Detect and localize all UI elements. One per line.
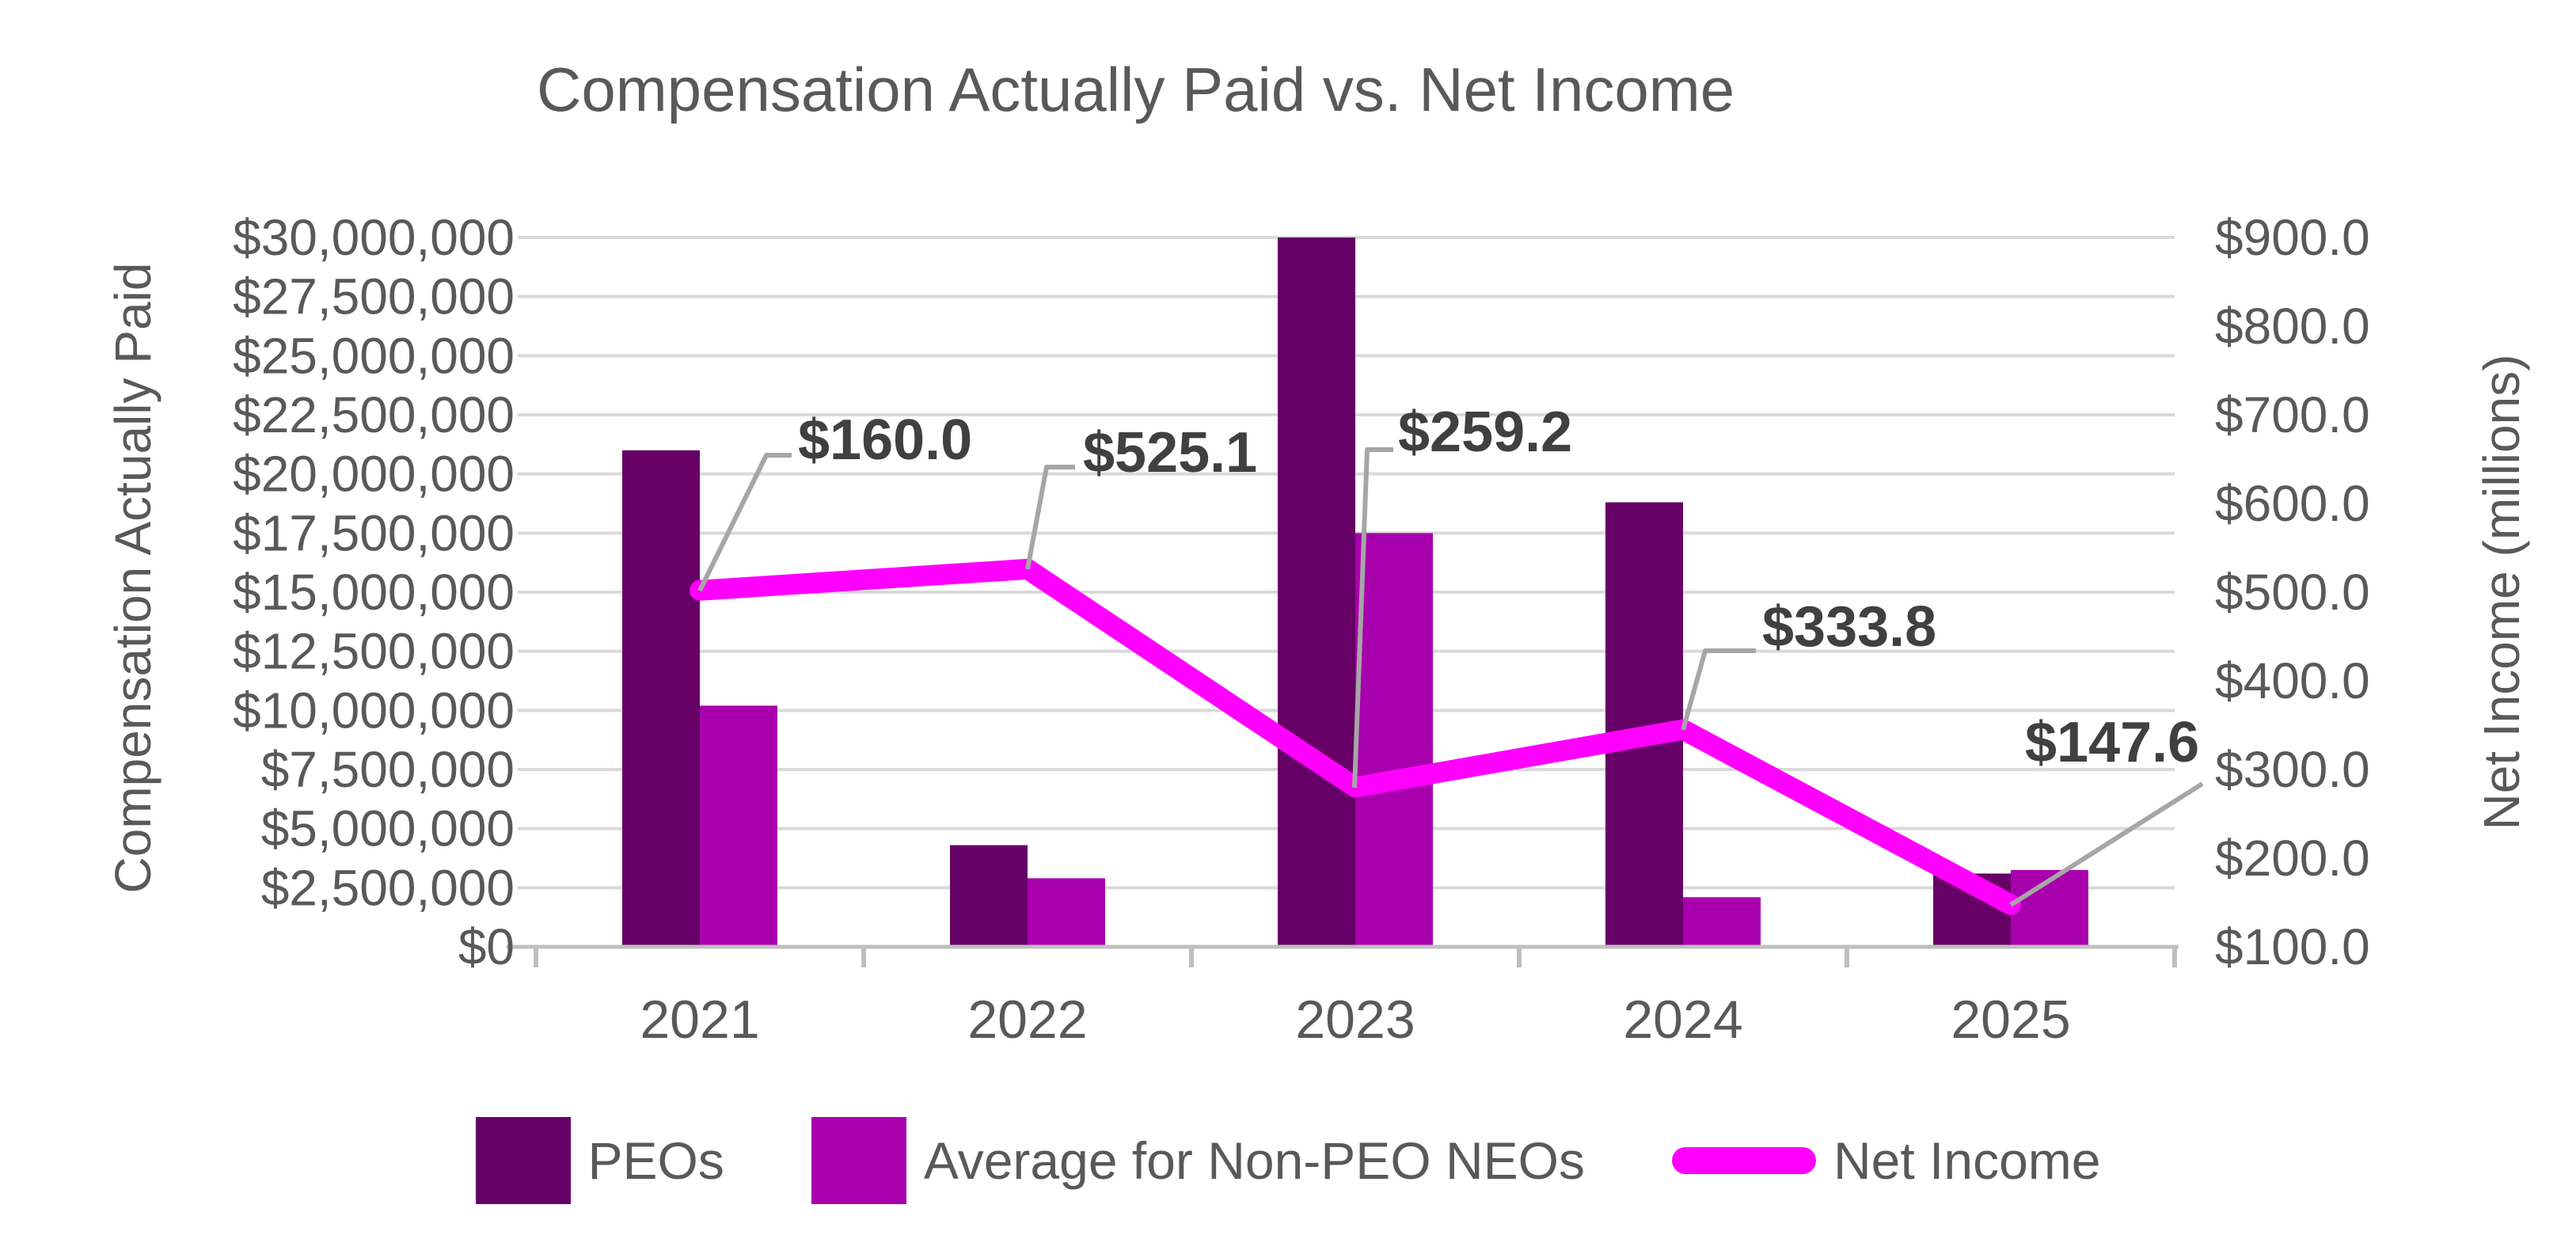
chart-title: Compensation Actually Paid vs. Net Incom… <box>537 55 1735 124</box>
bar-nonpeo-2024 <box>1683 897 1761 947</box>
data-label-2025: $147.6 <box>2025 711 2199 774</box>
y-tick-label-left: $20,000,000 <box>233 446 515 503</box>
callout-leader-2024 <box>1681 648 1756 731</box>
bar-peo-2023 <box>1278 238 1355 947</box>
legend-line-swatch <box>1672 1147 1817 1174</box>
y-tick-label-right: $200.0 <box>2215 830 2370 887</box>
y-tick-label-right: $800.0 <box>2215 298 2370 355</box>
bar-peo-2022 <box>950 845 1028 947</box>
y-tick-label-left: $25,000,000 <box>233 327 515 384</box>
y-tick-label-left: $0 <box>458 918 515 975</box>
bar-nonpeo-2022 <box>1028 878 1105 947</box>
data-label-2021: $160.0 <box>798 408 972 472</box>
x-tick-label-2025: 2025 <box>1951 990 2070 1050</box>
y-tick-label-right: $500.0 <box>2215 564 2370 621</box>
callout-leader-2023 <box>1352 447 1393 788</box>
y-tick-label-right: $100.0 <box>2215 918 2370 975</box>
callout-leader-2021 <box>697 453 792 592</box>
data-label-2024: $333.8 <box>1762 595 1936 659</box>
x-tick-label-2021: 2021 <box>640 990 759 1050</box>
y-tick-label-left: $27,500,000 <box>233 268 515 325</box>
y-tick-label-left: $12,500,000 <box>233 623 515 680</box>
legend-label: PEOs <box>587 1131 724 1190</box>
legend-item-non-peo-neos: Average for Non-PEO NEOs <box>811 1117 1585 1204</box>
callout-leader-2025 <box>2009 781 2204 907</box>
x-tick-label-2022: 2022 <box>967 990 1087 1050</box>
x-tick-label-2023: 2023 <box>1295 990 1415 1050</box>
legend-square-swatch <box>811 1117 906 1204</box>
y-tick-label-left: $10,000,000 <box>233 682 515 739</box>
data-label-2022: $525.1 <box>1083 421 1257 484</box>
y-tick-label-left: $2,500,000 <box>261 859 515 916</box>
data-label-2023: $259.2 <box>1398 401 1572 464</box>
x-tick-label-2024: 2024 <box>1623 990 1742 1050</box>
legend-item-net-income: Net Income <box>1672 1130 2101 1191</box>
bar-peo-2021 <box>622 450 700 947</box>
y-tick-label-left: $22,500,000 <box>233 386 515 443</box>
y-tick-label-right: $900.0 <box>2215 209 2370 266</box>
y-tick-label-left: $15,000,000 <box>233 564 515 621</box>
y-tick-label-right: $400.0 <box>2215 652 2370 709</box>
y-tick-label-right: $300.0 <box>2215 741 2370 798</box>
y-tick-label-left: $30,000,000 <box>233 209 515 266</box>
bar-nonpeo-2021 <box>700 705 777 947</box>
legend-label: Average for Non-PEO NEOs <box>923 1131 1586 1190</box>
y-tick-label-left: $17,500,000 <box>233 504 515 561</box>
bar-nonpeo-2023 <box>1355 533 1433 947</box>
legend-item-peos: PEOs <box>475 1117 724 1204</box>
y-tick-label-right: $600.0 <box>2215 475 2370 532</box>
y-tick-label-left: $5,000,000 <box>261 800 515 857</box>
legend-label: Net Income <box>1833 1131 2101 1190</box>
legend-square-swatch <box>475 1117 571 1204</box>
y-tick-label-left: $7,500,000 <box>261 741 515 798</box>
y-tick-label-right: $700.0 <box>2215 386 2370 443</box>
callout-leader-2022 <box>1025 465 1075 570</box>
legend: PEOs Average for Non-PEO NEOs Net Income <box>0 1107 2576 1214</box>
